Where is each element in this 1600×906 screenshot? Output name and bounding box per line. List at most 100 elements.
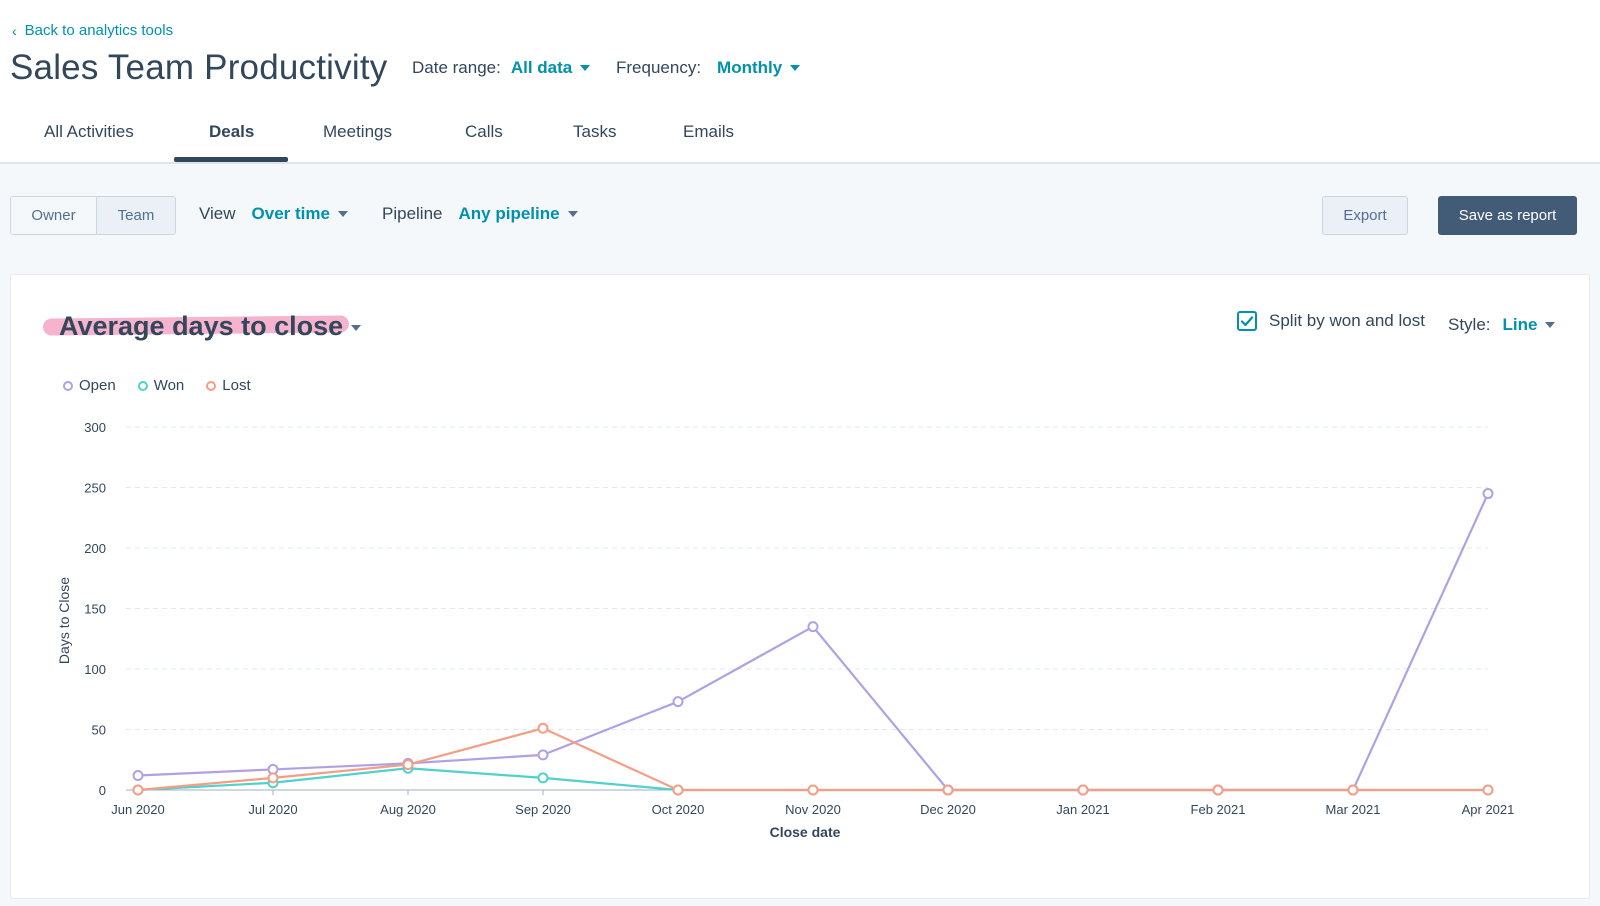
- save-as-report-button[interactable]: Save as report: [1438, 196, 1577, 235]
- tab-emails[interactable]: Emails: [683, 122, 735, 141]
- x-tick-label: Nov 2020: [785, 802, 841, 817]
- y-tick-label: 50: [92, 723, 106, 738]
- frequency-label: Frequency:: [616, 58, 702, 77]
- data-point-open: [537, 749, 549, 761]
- legend-marker-lost: [206, 380, 217, 391]
- split-checkbox[interactable]: [1237, 311, 1257, 331]
- owner-toggle-button[interactable]: Owner: [11, 197, 97, 234]
- caret-down-icon: [1545, 322, 1556, 328]
- x-tick-label: Jan 2021: [1056, 802, 1110, 817]
- data-point-lost: [1077, 784, 1089, 796]
- data-point-lost: [1212, 784, 1224, 796]
- checkmark-icon: [1240, 316, 1254, 327]
- caret-down-icon: [337, 211, 348, 217]
- tab-calls[interactable]: Calls: [465, 122, 503, 141]
- y-axis-title: Days to Close: [56, 577, 72, 664]
- series-line-lost: [137, 727, 1488, 792]
- chart-title: Average days to close: [59, 311, 344, 341]
- caret-down-icon: [580, 65, 591, 71]
- legend-item-open[interactable]: Open: [63, 377, 116, 394]
- data-point-lost: [807, 784, 819, 796]
- data-point-lost: [402, 759, 414, 771]
- tab-all-activities[interactable]: All Activities: [44, 122, 134, 141]
- date-range-value: All data: [510, 58, 573, 77]
- back-link-label: Back to analytics tools: [24, 22, 174, 39]
- legend-label-lost: Lost: [222, 377, 251, 394]
- frequency-dropdown[interactable]: Monthly: [717, 58, 801, 78]
- legend-marker-won: [137, 380, 148, 391]
- data-point-lost: [1482, 784, 1494, 796]
- y-tick-label: 250: [84, 481, 106, 496]
- legend-label-won: Won: [153, 377, 185, 394]
- report-title-dropdown[interactable]: Average days to close: [42, 311, 362, 342]
- split-label: Split by won and lost: [1269, 311, 1425, 330]
- data-point-lost: [132, 784, 144, 796]
- tab-meetings[interactable]: Meetings: [323, 122, 392, 141]
- view-label: View: [199, 204, 236, 223]
- date-range-label: Date range:: [412, 58, 501, 77]
- data-point-open: [1482, 488, 1494, 500]
- page-title: Sales Team Productivity: [10, 48, 388, 87]
- line-chart: 0 50 100 150 200 250 300 Jun 2020 Jul 2020 Aug 20…: [56, 420, 1515, 840]
- x-axis-title: Close date: [770, 824, 841, 840]
- tab-tasks[interactable]: Tasks: [573, 122, 617, 141]
- data-point-lost: [1347, 784, 1359, 796]
- legend-item-won[interactable]: Won: [137, 377, 185, 394]
- data-point-open: [132, 769, 144, 781]
- data-point-lost: [267, 772, 279, 784]
- pipeline-dropdown[interactable]: Any pipeline: [459, 204, 578, 224]
- view-filter: View Over time: [199, 204, 348, 224]
- date-range-dropdown[interactable]: All data: [510, 58, 591, 78]
- x-tick-label: Mar 2021: [1326, 802, 1381, 817]
- style-label: Style:: [1448, 315, 1491, 334]
- x-tick-label: Dec 2020: [920, 802, 976, 817]
- active-tab-indicator: [174, 157, 288, 162]
- date-range-filter: Date range: All data: [412, 58, 591, 78]
- split-option: Split by won and lost: [1237, 311, 1425, 331]
- caret-down-icon: [567, 211, 578, 217]
- data-point-lost: [672, 784, 684, 796]
- view-dropdown[interactable]: Over time: [252, 204, 348, 224]
- frequency-value: Monthly: [717, 58, 783, 77]
- y-tick-label: 300: [84, 420, 106, 435]
- data-point-won: [537, 772, 549, 784]
- pipeline-label: Pipeline: [382, 204, 443, 223]
- top-header: ‹ Back to analytics tools Sales Team Pro…: [0, 0, 1600, 164]
- series-line-open: [137, 493, 1490, 792]
- x-tick-label: Jun 2020: [111, 802, 165, 817]
- export-button[interactable]: Export: [1322, 196, 1408, 235]
- x-tick-label: Jul 2020: [248, 802, 297, 817]
- x-tick-label: Oct 2020: [652, 802, 705, 817]
- chart-legend: Open Won Lost: [63, 377, 251, 394]
- team-toggle-button[interactable]: Team: [97, 197, 175, 234]
- x-tick-label: Feb 2021: [1191, 802, 1246, 817]
- caret-down-icon: [790, 65, 801, 71]
- view-value: Over time: [251, 204, 330, 223]
- y-tick-label: 150: [84, 602, 106, 617]
- legend-label-open: Open: [79, 377, 116, 394]
- owner-team-toggle: Owner Team: [10, 196, 176, 235]
- legend-item-lost[interactable]: Lost: [206, 377, 251, 394]
- caret-down-icon: [351, 324, 362, 331]
- data-point-open: [672, 696, 684, 708]
- frequency-filter: Frequency: Monthly: [616, 58, 801, 78]
- data-point-lost: [537, 722, 549, 734]
- y-tick-label: 100: [84, 662, 106, 677]
- data-point-lost: [942, 784, 954, 796]
- x-tick-label: Apr 2021: [1462, 802, 1515, 817]
- style-value: Line: [1502, 315, 1538, 334]
- pipeline-filter: Pipeline Any pipeline: [382, 204, 578, 224]
- chart-card: Average days to close Split by won and l…: [10, 274, 1590, 899]
- x-tick-label: Aug 2020: [380, 802, 436, 817]
- chevron-left-icon: ‹: [12, 22, 17, 39]
- back-link[interactable]: ‹ Back to analytics tools: [12, 22, 173, 39]
- style-dropdown[interactable]: Line: [1503, 315, 1556, 335]
- tab-deals[interactable]: Deals: [209, 122, 255, 141]
- data-point-open: [807, 621, 819, 633]
- style-filter: Style: Line: [1448, 315, 1556, 335]
- pipeline-value: Any pipeline: [458, 204, 560, 223]
- y-tick-label: 0: [99, 783, 106, 798]
- x-tick-label: Sep 2020: [515, 802, 571, 817]
- y-tick-label: 200: [84, 541, 106, 556]
- legend-marker-open: [63, 380, 73, 391]
